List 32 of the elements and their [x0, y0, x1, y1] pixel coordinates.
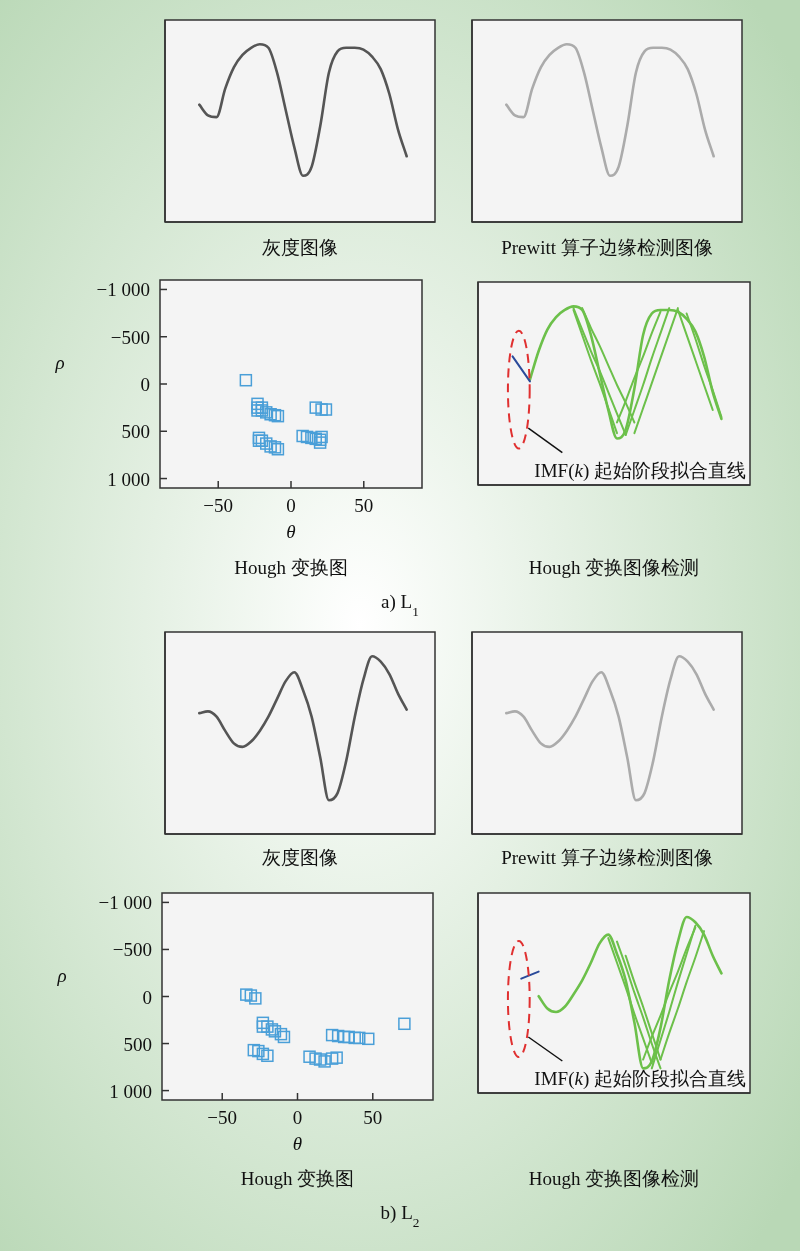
- y-tick-label: −500: [110, 326, 150, 348]
- y-axis-title: ρ: [54, 352, 65, 373]
- y-tick-label: 500: [121, 421, 150, 443]
- y-tick-label: −1 000: [98, 892, 152, 914]
- x-tick-label: 0: [286, 495, 296, 516]
- x-tick-label: −50: [207, 1107, 238, 1128]
- y-tick-label: 1 000: [107, 468, 150, 490]
- text: a) L$_{1}$: [381, 591, 419, 619]
- x-tick-label: 0: [292, 1107, 303, 1128]
- y-tick-label: 0: [140, 374, 150, 395]
- y-tick-label: 1 000: [109, 1080, 152, 1102]
- text: Hough 变换图: [240, 1168, 355, 1189]
- x-tick-label: −50: [203, 495, 234, 516]
- text: Prewitt 算子边缘检测图像: [501, 847, 713, 868]
- x-axis-title: θ: [286, 521, 296, 542]
- y-tick-label: 0: [142, 986, 152, 1008]
- text: Hough 变换图像检测: [528, 557, 700, 578]
- y-axis-title: ρ: [56, 964, 67, 986]
- y-tick-label: 500: [123, 1033, 152, 1055]
- text: Prewitt 算子边缘检测图像: [501, 237, 713, 258]
- text: Hough 变换图: [234, 557, 348, 578]
- x-tick-label: 50: [363, 1107, 383, 1128]
- y-tick-label: −500: [112, 939, 152, 961]
- annotation: IMF(k) 起始阶段拟合直线: [534, 1068, 746, 1090]
- text: 灰度图像: [262, 237, 338, 258]
- annotation: IMF(k) 起始阶段拟合直线: [534, 460, 746, 482]
- text: 灰度图像: [262, 847, 338, 868]
- text: b) L$_{2}$: [380, 1202, 420, 1230]
- text: Hough 变换图像检测: [528, 1168, 700, 1189]
- x-axis-title: θ: [292, 1133, 303, 1154]
- x-tick-label: 50: [354, 495, 374, 516]
- y-tick-label: −1 000: [96, 279, 150, 301]
